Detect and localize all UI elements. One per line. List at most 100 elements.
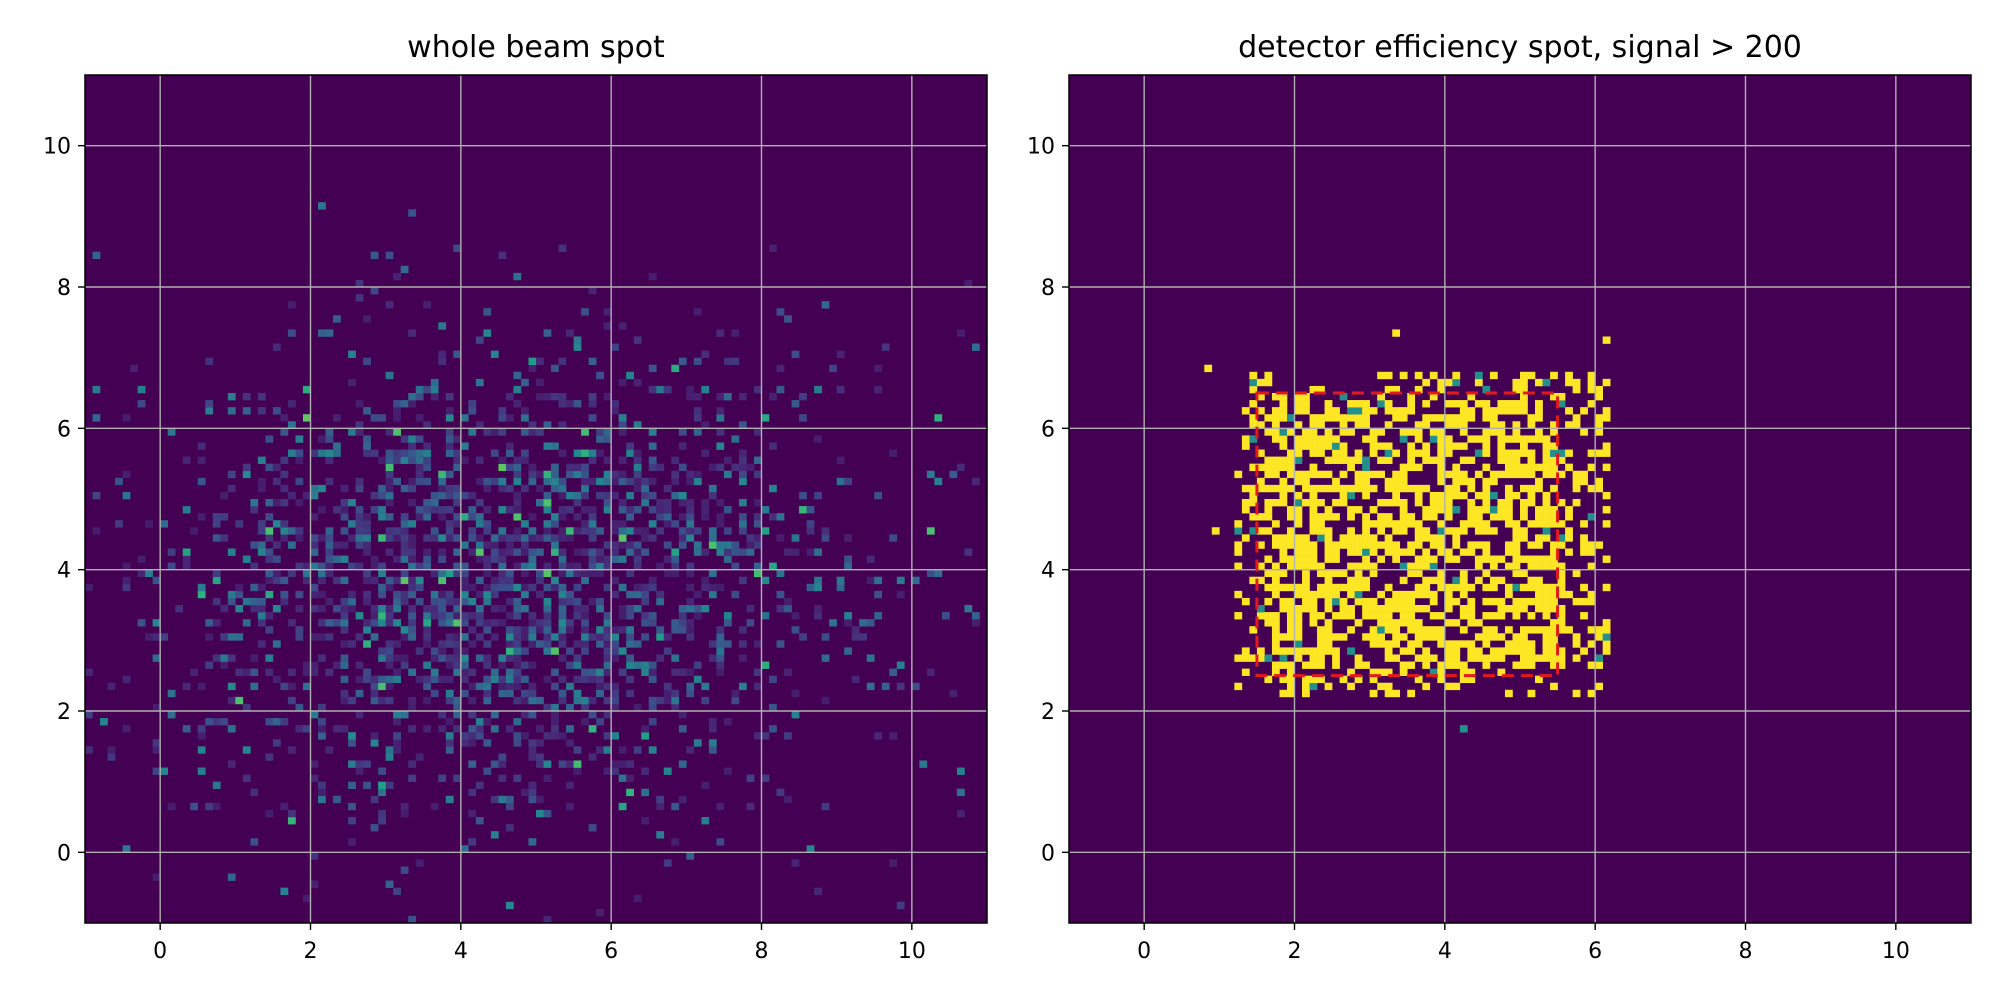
heatmap-cell [460, 590, 469, 599]
heatmap-cell [318, 329, 326, 337]
heatmap-cell [295, 633, 304, 641]
heatmap-cell [701, 421, 710, 429]
heatmap-cell [1429, 576, 1438, 585]
heatmap-cell [272, 675, 281, 684]
heatmap-cell [1332, 414, 1340, 422]
heatmap-cell [1437, 633, 1446, 641]
heatmap-cell [603, 668, 612, 676]
heatmap-cell [1347, 548, 1355, 556]
heatmap-cell [633, 470, 642, 479]
heatmap-cell [753, 513, 762, 521]
heatmap-cell [378, 583, 386, 592]
heatmap-cell [1354, 654, 1363, 662]
heatmap-cell [926, 470, 935, 479]
heatmap-cell [761, 612, 770, 620]
heatmap-cell [1264, 484, 1273, 493]
heatmap-cell [430, 590, 439, 599]
heatmap-cell [686, 477, 695, 486]
heatmap-cell [212, 576, 221, 585]
heatmap-cell [596, 548, 604, 556]
heatmap-cell [573, 605, 582, 613]
heatmap-cell [370, 506, 379, 514]
heatmap-cell [1324, 527, 1333, 535]
heatmap-cell [242, 703, 251, 712]
heatmap-cell [716, 626, 725, 634]
heatmap-cell [1347, 682, 1355, 691]
heatmap-cell [1542, 597, 1551, 606]
heatmap-cell [738, 576, 747, 585]
heatmap-cell [1444, 555, 1453, 563]
heatmap-cell [716, 661, 725, 669]
heatmap-cell [355, 689, 364, 698]
heatmap-cell [475, 378, 484, 387]
heatmap-cell [844, 647, 852, 655]
plot-frame [84, 74, 988, 924]
heatmap-cell [596, 746, 604, 754]
heatmap-cell [1249, 435, 1258, 443]
heatmap-cell [1482, 442, 1491, 450]
heatmap-cell [310, 583, 319, 592]
heatmap-cell [242, 597, 251, 606]
heatmap-cell [1572, 633, 1581, 641]
heatmap-cell [1520, 640, 1528, 648]
heatmap-cell [821, 802, 830, 811]
heatmap-cell [423, 696, 432, 705]
heatmap-cell [641, 817, 650, 825]
heatmap-cell [408, 605, 417, 613]
heatmap-cell [453, 774, 462, 782]
heatmap-cell [385, 513, 394, 521]
heatmap-cell [1527, 421, 1536, 429]
heatmap-cell [483, 555, 492, 563]
heatmap-cell [272, 739, 281, 747]
heatmap-cell [265, 569, 274, 578]
heatmap-cell [438, 491, 447, 500]
heatmap-cell [1520, 569, 1528, 578]
heatmap-cell [528, 555, 537, 563]
heatmap-cell [731, 696, 740, 705]
heatmap-cell [325, 435, 334, 443]
heatmap-cell [513, 527, 522, 535]
heatmap-cell [1482, 491, 1491, 500]
heatmap-cell [701, 781, 710, 790]
heatmap-cell [731, 689, 740, 698]
heatmap-cell [926, 668, 935, 676]
heatmap-cell [588, 449, 597, 457]
heatmap-cell [1294, 393, 1303, 401]
heatmap-cell [1317, 449, 1325, 457]
heatmap-cell [348, 520, 356, 528]
heatmap-cell [453, 520, 462, 528]
heatmap-cell [738, 626, 747, 634]
heatmap-cell [603, 499, 612, 507]
heatmap-cell [513, 647, 522, 655]
heatmap-cell [348, 696, 356, 705]
heatmap-cell [1279, 442, 1288, 450]
heatmap-cell [1286, 626, 1295, 634]
heatmap-cell [776, 385, 785, 394]
heatmap-cell [363, 520, 371, 528]
heatmap-cell [588, 569, 597, 578]
heatmap-cell [1407, 456, 1416, 464]
heatmap-cell [498, 753, 507, 761]
heatmap-cell [1407, 562, 1416, 570]
heatmap-cell [280, 428, 289, 436]
heatmap-cell [1565, 513, 1573, 521]
heatmap-cell [1264, 371, 1273, 380]
heatmap-cell [498, 548, 507, 556]
heatmap-cell [340, 555, 349, 563]
heatmap-cell [370, 682, 379, 691]
heatmap-cell [1317, 527, 1325, 535]
heatmap-cell [122, 491, 131, 500]
heatmap-cell [1279, 456, 1288, 464]
heatmap-cell [588, 668, 597, 676]
heatmap-cell [1542, 378, 1551, 387]
heatmap-cell [1384, 682, 1393, 691]
heatmap-cell [641, 668, 650, 676]
heatmap-cell [573, 463, 582, 472]
heatmap-cell [581, 633, 589, 641]
heatmap-cell [1347, 647, 1355, 655]
heatmap-cell [415, 477, 424, 486]
heatmap-cell [197, 442, 206, 450]
heatmap-cell [1422, 661, 1431, 669]
heatmap-cell [1444, 654, 1453, 662]
heatmap-cell [438, 576, 447, 585]
